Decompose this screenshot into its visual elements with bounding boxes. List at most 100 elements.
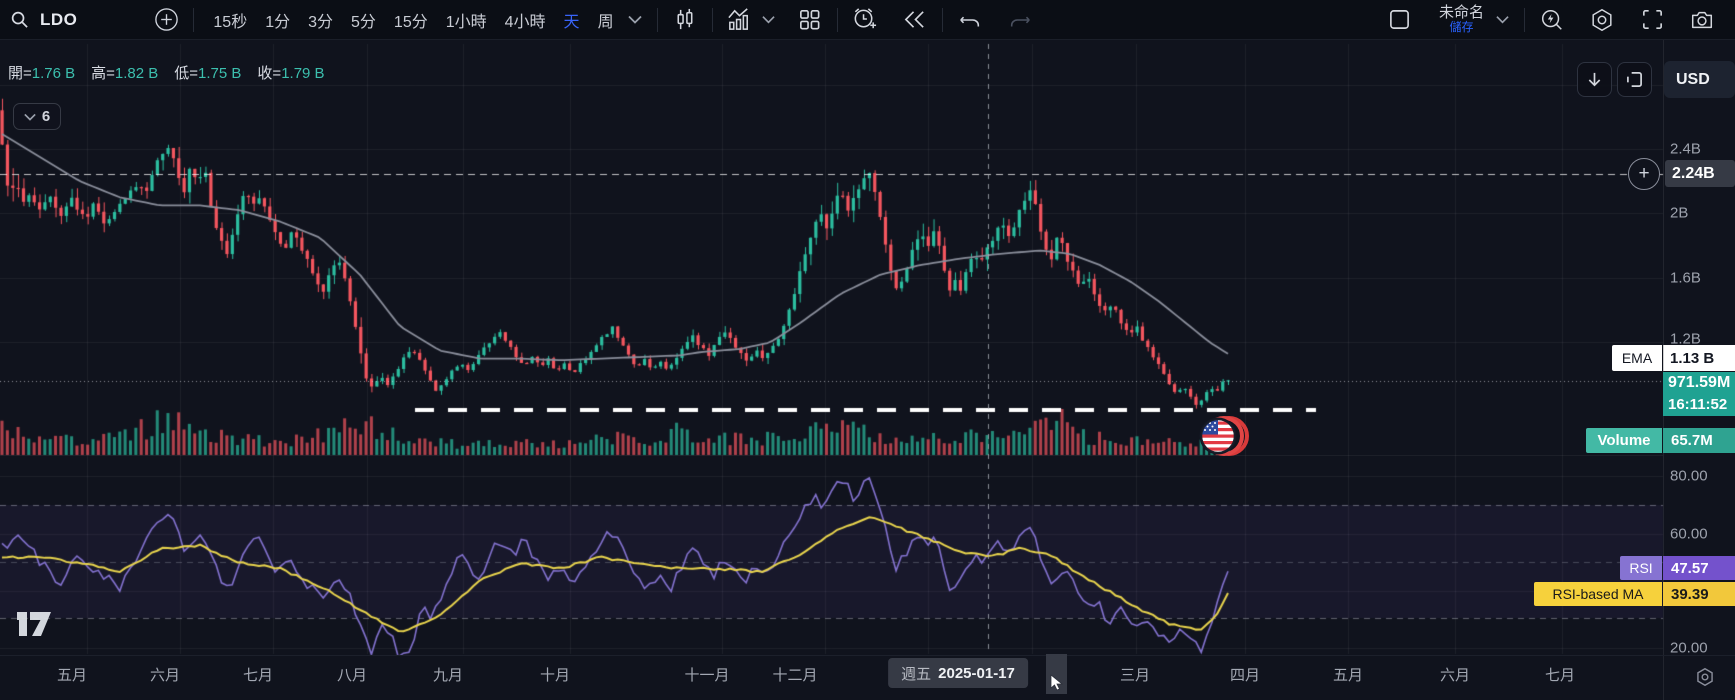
layout-single-icon[interactable] (1383, 3, 1417, 37)
redo-icon[interactable] (1003, 3, 1037, 37)
chevron-down-icon (24, 113, 36, 121)
alert-add-icon[interactable] (848, 3, 882, 37)
price-level-box[interactable]: 2.24B (1665, 160, 1735, 187)
time-axis-label: 五月 (56, 667, 88, 684)
time-axis-label: 十一月 (684, 667, 730, 684)
last-price-value: 971.59M (1668, 374, 1731, 391)
scroll-down-button[interactable] (1577, 62, 1612, 97)
toolbar-left: LDO 15秒 1分 3分 5分 15分 1小時 4小時天周 (0, 3, 1037, 37)
rsi-axis-label: RSI (1620, 556, 1662, 580)
toolbar-right: 未命名 儲存 (1383, 3, 1735, 37)
layout-grid-icon[interactable] (793, 3, 827, 37)
crosshair-date-badge: 週五 2025-01-17 (888, 658, 1028, 688)
price-tick: 2B (1670, 204, 1689, 222)
toolbar-divider (656, 7, 658, 32)
timeframe-button[interactable]: 1分 (265, 13, 291, 31)
chart-style-candles-icon[interactable] (668, 3, 702, 37)
layout-chevron-icon[interactable] (1490, 3, 1514, 37)
timeframe-button[interactable]: 4小時 (504, 13, 546, 31)
layout-title-block[interactable]: 未命名 儲存 (1439, 4, 1484, 35)
price-tick: 2.4B (1670, 140, 1701, 158)
time-axis-separator (0, 655, 1735, 656)
us-flag-sticker[interactable] (1196, 414, 1256, 463)
arrow-down-icon (1588, 72, 1601, 87)
date-label: 2025-01-17 (938, 664, 1015, 682)
pane-separator[interactable] (0, 455, 1663, 456)
settings-gear-icon[interactable] (1585, 3, 1619, 37)
toolbar-divider (836, 7, 838, 32)
ohlc-legend: 開=1.76 B 高=1.82 B 低=1.75 B 收=1.79 B (8, 62, 325, 83)
close-value: 1.79 B (281, 65, 325, 82)
high-label: 高= (91, 65, 115, 82)
quick-search-icon[interactable] (1535, 3, 1569, 37)
open-label: 開= (8, 65, 32, 82)
high-value: 1.82 B (114, 65, 159, 82)
time-axis[interactable]: 週五 2025-01-17 五月 六月 七月 八月 九月 十月 十一月 十二月 三月 四月 五月 六月… (0, 654, 1735, 700)
rsi-tick: 60.00 (1670, 525, 1708, 543)
collapsed-count: 6 (41, 108, 51, 125)
time-axis-label: 四月 (1229, 667, 1261, 684)
bar-countdown: 16:11:52 (1668, 396, 1728, 413)
toolbar-divider (1524, 7, 1525, 32)
time-axis-label: 九月 (432, 667, 464, 684)
volume-axis-value: 65.7M (1663, 428, 1735, 453)
rsi-axis-value: 47.57 (1663, 556, 1735, 580)
price-tick: 1.6B (1670, 269, 1701, 287)
low-label: 低= (174, 65, 199, 82)
timeframe-button[interactable]: 15分 (393, 13, 428, 31)
layout-title[interactable]: 未命名 (1438, 3, 1484, 21)
last-price-box: 971.59M 16:11:52 (1663, 372, 1735, 416)
snapshot-camera-icon[interactable] (1685, 3, 1719, 37)
maximize-icon (1627, 72, 1642, 87)
timeframe-group: 15秒 1分 3分 5分 15分 1小時 4小時天周 (204, 3, 622, 37)
compare-add-icon[interactable] (149, 3, 183, 37)
time-axis-label: 六月 (1439, 667, 1471, 684)
timeframe-button[interactable]: 3分 (308, 13, 334, 31)
symbol-search-button[interactable]: LDO (40, 9, 78, 29)
timeframe-chevron-icon[interactable] (623, 3, 647, 37)
top-toolbar: LDO 15秒 1分 3分 5分 15分 1小時 4小時天周 (0, 0, 1735, 40)
low-value: 1.75 B (198, 65, 242, 82)
time-axis-label: 三月 (1119, 667, 1151, 684)
alert-plus-button[interactable]: + (1628, 158, 1660, 190)
close-label: 收= (257, 65, 282, 82)
timeframe-button[interactable]: 天 (563, 13, 580, 31)
time-axis-label: 十月 (539, 667, 571, 684)
timeframe-button[interactable]: 周 (597, 13, 614, 31)
time-axis-settings-icon[interactable] (1688, 660, 1722, 694)
replay-icon[interactable] (898, 3, 932, 37)
indicators-icon[interactable] (723, 3, 757, 37)
volume-axis-label: Volume (1586, 428, 1662, 453)
save-layout-button[interactable]: 儲存 (1449, 20, 1474, 35)
undo-icon[interactable] (953, 3, 987, 37)
fullscreen-icon[interactable] (1635, 3, 1669, 37)
time-axis-label: 七月 (242, 667, 274, 684)
maximize-pane-button[interactable] (1617, 62, 1652, 97)
rsi-tick: 80.00 (1670, 467, 1708, 485)
toolbar-divider (193, 7, 195, 32)
weekday-label: 週五 (901, 665, 932, 683)
rsi-ma-axis-value: 39.39 (1663, 582, 1735, 606)
timeframe-button[interactable]: 15秒 (213, 13, 248, 31)
rsi-tick: 20.00 (1670, 639, 1708, 657)
rsi-ma-axis-label: RSI-based MA (1534, 582, 1662, 606)
currency-button[interactable]: USD (1664, 61, 1735, 98)
ema-axis-value: 1.13 B (1663, 345, 1735, 371)
price-tick: 1.2B (1670, 330, 1701, 348)
time-axis-label: 八月 (336, 667, 368, 684)
search-icon[interactable] (6, 3, 32, 37)
collapsed-indicators-badge[interactable]: 6 (13, 103, 61, 130)
time-axis-label: 七月 (1544, 667, 1576, 684)
timeframe-button[interactable]: 1小時 (445, 13, 487, 31)
ema-axis-label: EMA (1612, 345, 1662, 371)
timeframe-button[interactable]: 5分 (351, 13, 376, 31)
open-value: 1.76 B (31, 65, 76, 82)
toolbar-divider (711, 7, 713, 32)
tradingview-logo[interactable] (16, 611, 52, 642)
time-axis-label: 十二月 (772, 667, 818, 684)
toolbar-divider (941, 7, 943, 32)
indicators-chevron-icon[interactable] (757, 3, 781, 37)
time-axis-label: 五月 (1332, 667, 1364, 684)
